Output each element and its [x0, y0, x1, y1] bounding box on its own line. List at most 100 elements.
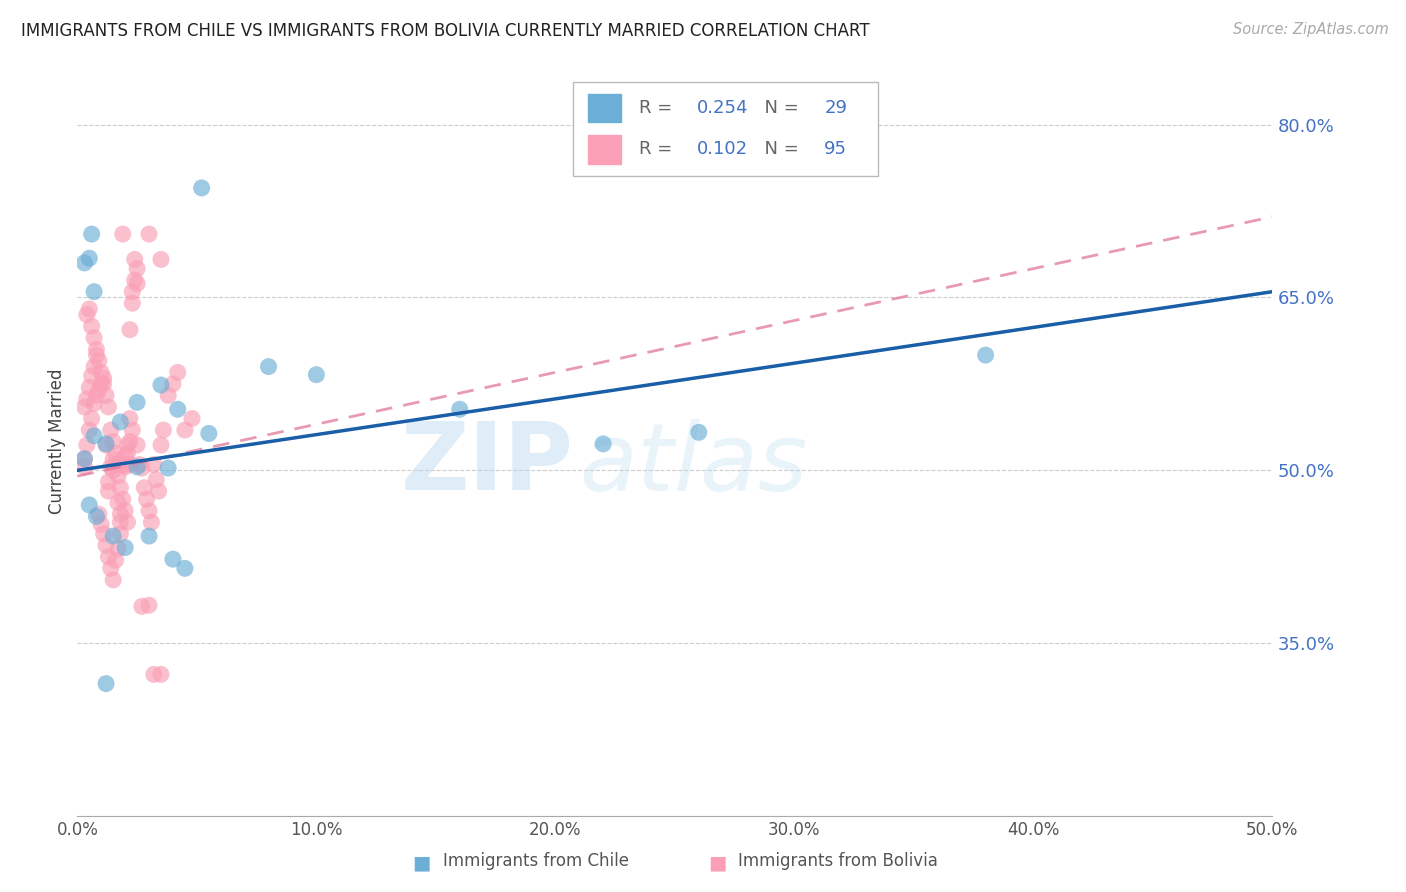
Point [174, 561, 197, 575]
Point [166, 402, 188, 417]
Point [197, 426, 219, 441]
Point [150, 667, 173, 681]
Point [117, 438, 139, 452]
Point [103, 434, 124, 449]
Text: ■: ■ [412, 854, 432, 872]
Point [73, 459, 96, 474]
Point [118, 323, 141, 337]
Point [141, 515, 163, 529]
Point [150, 252, 173, 267]
Text: Immigrants from Chile: Immigrants from Chile [443, 852, 628, 870]
Point [100, 423, 122, 437]
Point [127, 261, 149, 276]
Point [94, 437, 117, 451]
Point [127, 277, 149, 291]
Point [87, 383, 110, 397]
Point [142, 458, 165, 472]
Point [87, 507, 110, 521]
Point [94, 388, 117, 402]
Text: 0.102: 0.102 [696, 140, 748, 158]
Point [97, 400, 120, 414]
Point [90, 517, 112, 532]
Point [114, 459, 136, 474]
Point [127, 395, 149, 409]
Point [449, 402, 471, 417]
Point [110, 526, 132, 541]
FancyBboxPatch shape [588, 94, 621, 122]
Point [134, 481, 156, 495]
Point [80, 368, 103, 383]
Point [257, 359, 280, 374]
Text: atlas: atlas [579, 418, 807, 509]
Point [162, 552, 184, 566]
Point [104, 446, 127, 460]
Point [190, 181, 212, 195]
Point [142, 667, 165, 681]
Point [111, 492, 134, 507]
Point [124, 252, 146, 267]
Point [124, 273, 146, 287]
Point [90, 376, 112, 391]
Point [86, 509, 108, 524]
Point [127, 459, 149, 474]
Text: N =: N = [752, 99, 804, 117]
Point [592, 437, 614, 451]
Point [121, 423, 143, 437]
Point [148, 484, 170, 499]
Point [83, 359, 105, 374]
Text: 0.254: 0.254 [696, 99, 748, 117]
Point [117, 446, 139, 460]
Point [80, 227, 103, 241]
Point [97, 484, 120, 499]
Point [100, 459, 122, 474]
Point [150, 438, 173, 452]
Text: N =: N = [752, 140, 804, 158]
Point [73, 256, 96, 270]
Point [162, 376, 184, 391]
Point [150, 378, 173, 392]
Point [94, 438, 117, 452]
Point [83, 285, 105, 299]
Point [121, 296, 143, 310]
Point [97, 549, 120, 564]
Point [76, 438, 98, 452]
Y-axis label: Currently Married: Currently Married [48, 368, 66, 515]
Point [110, 507, 132, 521]
Point [103, 451, 124, 466]
Point [86, 348, 108, 362]
Point [79, 301, 101, 316]
Point [166, 365, 188, 379]
Point [118, 411, 141, 425]
Text: IMMIGRANTS FROM CHILE VS IMMIGRANTS FROM BOLIVIA CURRENTLY MARRIED CORRELATION C: IMMIGRANTS FROM CHILE VS IMMIGRANTS FROM… [21, 22, 870, 40]
Point [118, 458, 141, 472]
Text: R =: R = [640, 99, 678, 117]
Point [138, 504, 160, 518]
Point [114, 450, 136, 464]
Point [104, 458, 127, 472]
Text: ■: ■ [707, 854, 727, 872]
Point [121, 285, 143, 299]
Point [131, 461, 153, 475]
Point [128, 458, 150, 472]
Point [73, 451, 96, 466]
Point [76, 308, 98, 322]
Point [79, 498, 101, 512]
Point [152, 423, 174, 437]
Text: 29: 29 [824, 99, 848, 117]
Text: Source: ZipAtlas.com: Source: ZipAtlas.com [1233, 22, 1389, 37]
Point [103, 573, 124, 587]
Point [83, 331, 105, 345]
Point [73, 400, 96, 414]
FancyBboxPatch shape [574, 82, 877, 176]
Text: ZIP: ZIP [401, 418, 574, 510]
Point [79, 380, 101, 394]
Point [174, 423, 197, 437]
Text: R =: R = [640, 140, 678, 158]
Point [93, 526, 115, 541]
Point [90, 365, 112, 379]
Point [974, 348, 997, 362]
Point [181, 411, 204, 425]
Point [103, 529, 124, 543]
Point [135, 492, 157, 507]
Point [79, 423, 101, 437]
